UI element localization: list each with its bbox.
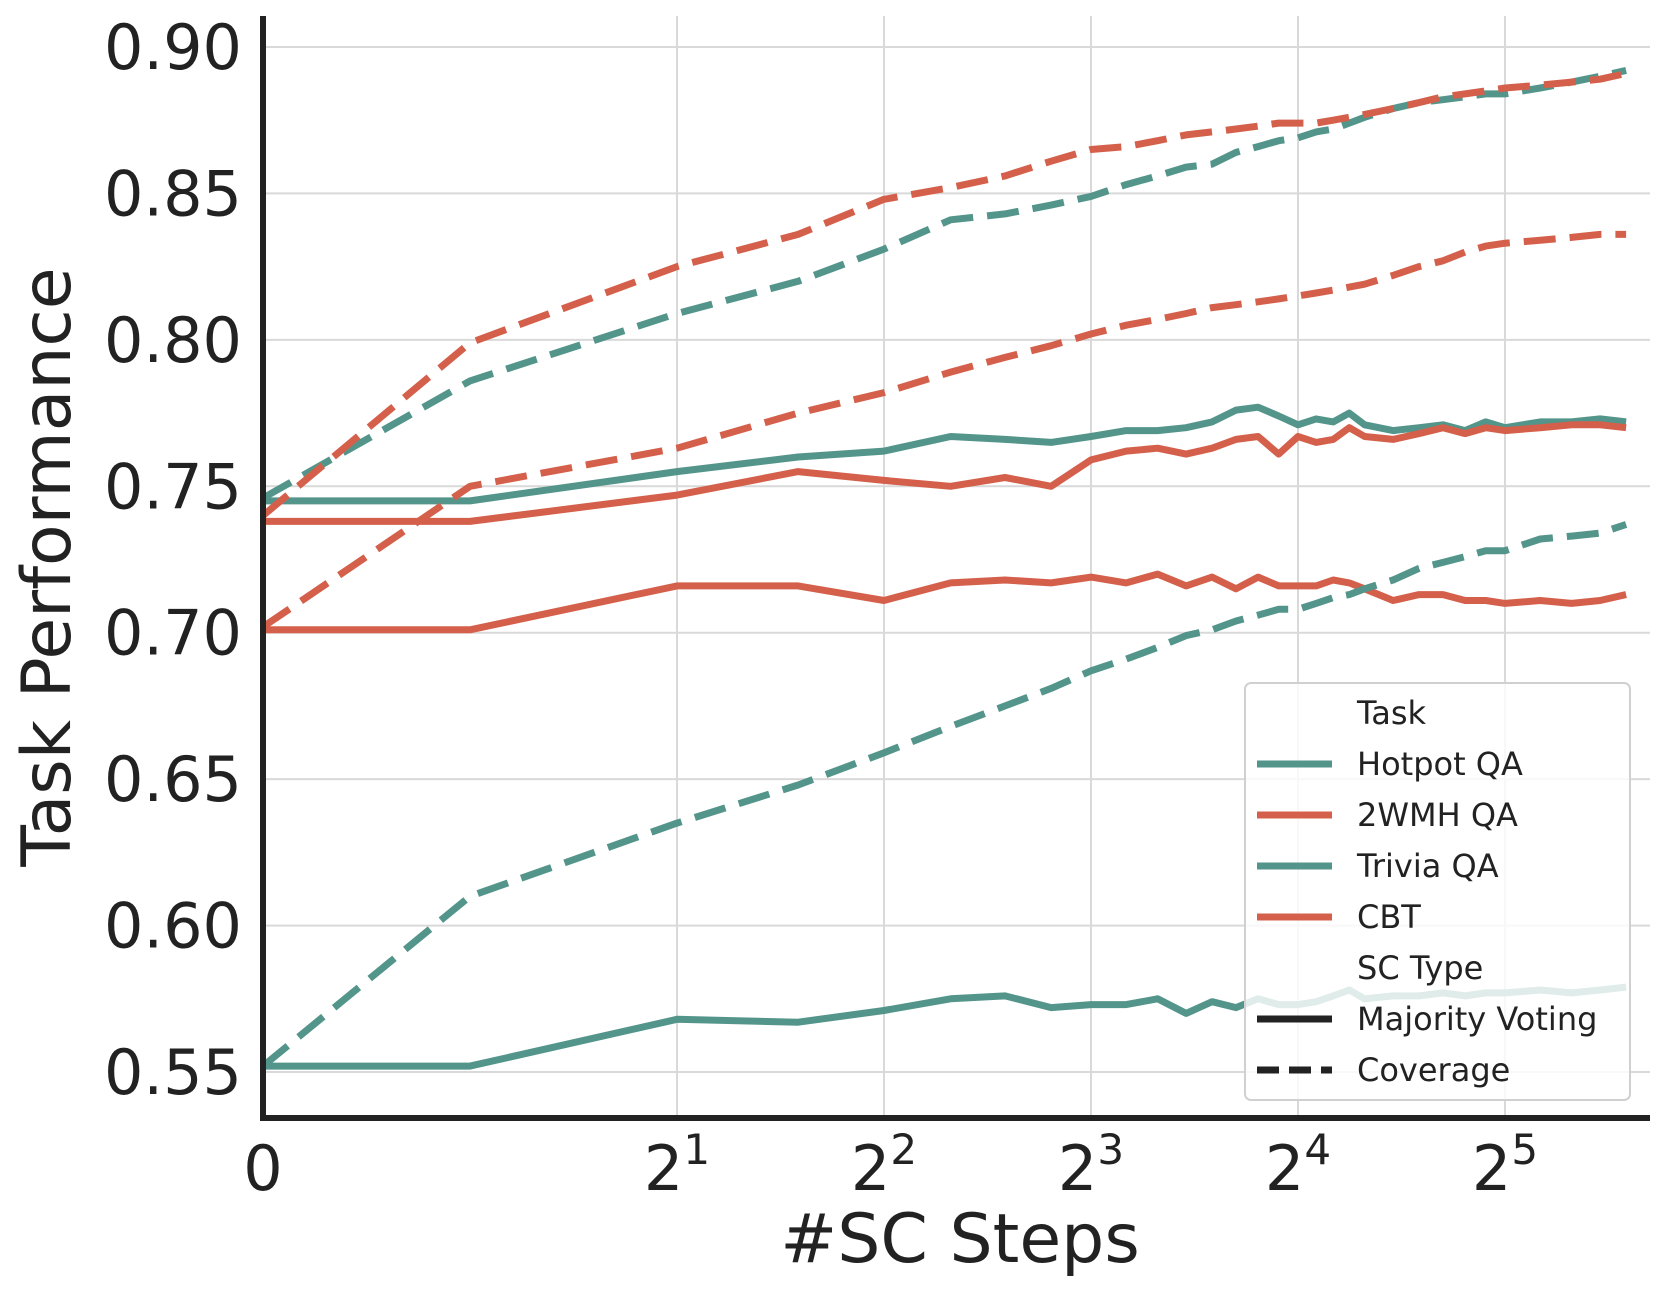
- legend-item-label: CBT: [1357, 898, 1421, 936]
- y-tick-label: 0.90: [104, 11, 242, 84]
- y-tick-labels: 0.90 0.85 0.80 0.75 0.70 0.65 0.60 0.55: [104, 11, 242, 1109]
- legend-item-label: 2WMH QA: [1357, 796, 1518, 834]
- y-tick-label: 0.70: [104, 597, 242, 670]
- series-line-trivia-qa-coverage: [260, 521, 1628, 1069]
- axes: [260, 16, 1650, 1121]
- series-line-hotpot-qa-majority-voting: [263, 403, 1627, 505]
- legend-title-task: Task: [1356, 694, 1427, 732]
- y-tick-label: 0.75: [104, 450, 242, 523]
- legend-item-label: Coverage: [1357, 1051, 1510, 1089]
- y-tick-label: 0.60: [104, 890, 242, 963]
- y-tick-label: 0.80: [104, 304, 242, 377]
- x-tick-label: 21: [644, 1125, 710, 1205]
- x-tick-label: 23: [1058, 1125, 1124, 1205]
- legend-title-sc-type: SC Type: [1357, 949, 1483, 987]
- x-tick-label: 25: [1472, 1125, 1538, 1205]
- series-line-2wmh-qa-coverage: [260, 69, 1627, 519]
- series-lines: [260, 66, 1628, 1070]
- y-axis-label: Task Performance: [8, 267, 87, 867]
- legend: Task Hotpot QA 2WMH QA Trivia QA CBT SC Type M…: [1244, 682, 1631, 1101]
- legend-item-label: Hotpot QA: [1357, 745, 1523, 783]
- series-line-hotpot-qa-coverage: [261, 66, 1627, 502]
- y-tick-label: 0.65: [104, 743, 242, 816]
- legend-item-label: Majority Voting: [1357, 1000, 1597, 1038]
- x-tick-label: 0: [243, 1132, 282, 1205]
- y-tick-label: 0.85: [104, 157, 242, 230]
- series-line-cbt-majority-voting: [263, 570, 1627, 634]
- y-tick-label: 0.55: [104, 1036, 242, 1109]
- x-tick-label: 24: [1265, 1125, 1331, 1205]
- x-tick-label: 22: [851, 1125, 917, 1205]
- series-line-2wmh-qa-majority-voting: [263, 421, 1627, 525]
- x-axis-label: #SC Steps: [780, 1200, 1140, 1279]
- legend-box: [1244, 682, 1631, 1101]
- series-line-cbt-coverage: [261, 230, 1627, 630]
- x-tick-labels: 0 21 22 23 24 25: [243, 1125, 1538, 1205]
- legend-item-label: Trivia QA: [1356, 847, 1499, 885]
